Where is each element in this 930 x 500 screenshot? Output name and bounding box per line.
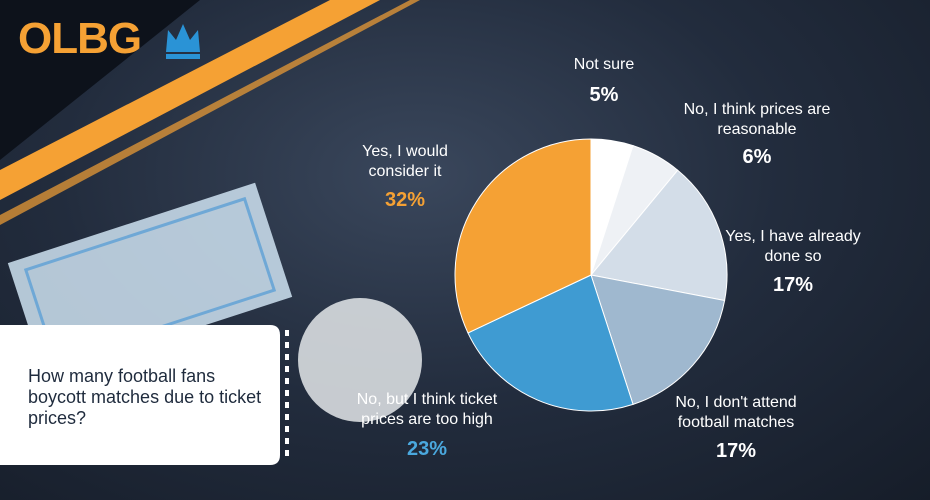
- chart-title: How many football fans boycott matches d…: [28, 366, 262, 428]
- value-label: 23%: [406, 438, 448, 460]
- stripe-thin: [0, 0, 420, 225]
- pie-slice: [590, 169, 728, 302]
- stripe: [0, 0, 380, 200]
- slice-label: No, I think prices are reasonable: [683, 101, 831, 138]
- pie-slice: [467, 274, 634, 412]
- corner: [0, 0, 200, 160]
- slice-label: No, but I think ticket prices are too hi…: [356, 391, 498, 428]
- value-label: 32%: [384, 189, 426, 211]
- value-label: 17%: [772, 274, 814, 296]
- slice-label: Not sure: [573, 56, 635, 73]
- logo: OLBG: [18, 14, 142, 63]
- pie-slice: [590, 274, 726, 405]
- value-label: 17%: [715, 440, 757, 462]
- value-label: 5%: [589, 84, 619, 106]
- slice-label: No, I don't attend football matches: [675, 394, 797, 431]
- pie-slice: [454, 138, 592, 334]
- slice-label: Yes, I have already done so: [725, 228, 861, 265]
- value-label: 6%: [742, 146, 772, 168]
- slice-label: Yes, I would consider it: [362, 143, 448, 180]
- question-box: [0, 325, 280, 465]
- ball: [298, 298, 422, 422]
- crown: [166, 24, 200, 59]
